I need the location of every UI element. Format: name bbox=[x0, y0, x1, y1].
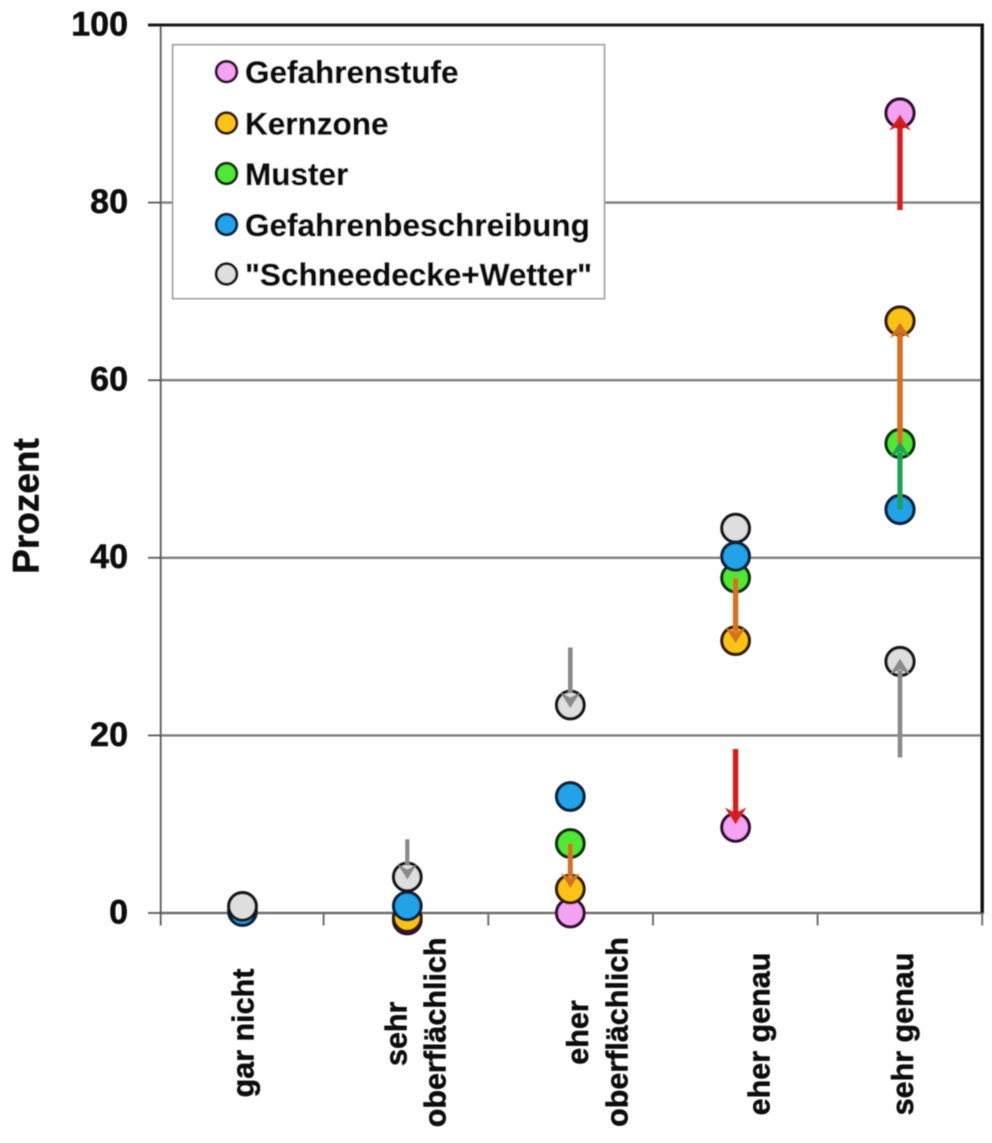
svg-text:60: 60 bbox=[90, 361, 128, 399]
svg-text:eher genau: eher genau bbox=[742, 953, 776, 1116]
svg-text:eher: eher bbox=[561, 1000, 595, 1065]
svg-text:40: 40 bbox=[90, 538, 128, 576]
svg-text:"Schneedecke+Wetter": "Schneedecke+Wetter" bbox=[245, 256, 592, 292]
svg-text:0: 0 bbox=[109, 893, 128, 931]
svg-text:Kernzone: Kernzone bbox=[245, 105, 389, 141]
svg-text:100: 100 bbox=[71, 6, 128, 44]
svg-text:20: 20 bbox=[90, 716, 128, 754]
svg-text:80: 80 bbox=[90, 183, 128, 221]
svg-text:sehr: sehr bbox=[380, 1001, 414, 1066]
svg-text:Muster: Muster bbox=[245, 156, 348, 192]
svg-text:oberflächlich: oberflächlich bbox=[601, 937, 635, 1127]
svg-text:Prozent: Prozent bbox=[6, 438, 47, 574]
svg-text:oberflächlich: oberflächlich bbox=[419, 937, 453, 1127]
svg-text:gar nicht: gar nicht bbox=[227, 969, 261, 1098]
svg-text:sehr genau: sehr genau bbox=[886, 953, 920, 1116]
svg-text:Gefahrenbeschreibung: Gefahrenbeschreibung bbox=[245, 207, 590, 243]
svg-text:Gefahrenstufe: Gefahrenstufe bbox=[245, 54, 459, 90]
